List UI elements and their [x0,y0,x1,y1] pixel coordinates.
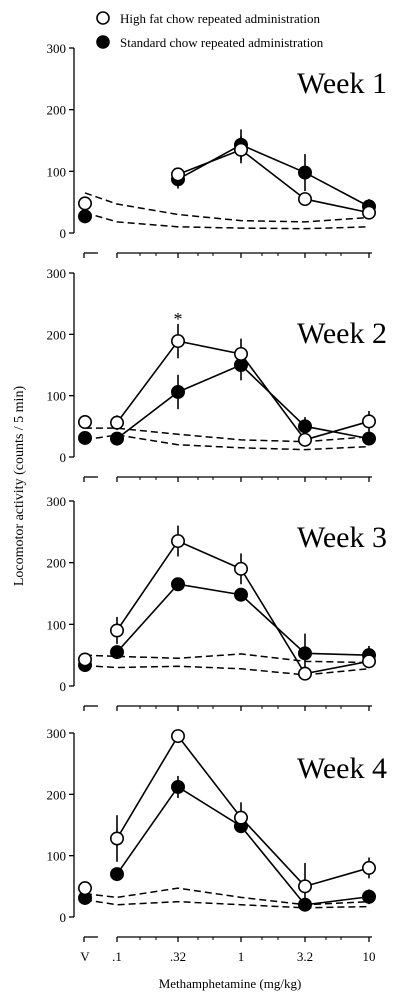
y-tick-label: 0 [60,679,67,694]
y-tick-label: 100 [47,849,67,864]
panel-week-2: 0 100 200 300 * [47,266,376,482]
data-point-high-fat [297,666,312,681]
data-point-high-fat [234,810,249,825]
reference-dashed-line [85,427,370,443]
y-tick-label: 200 [47,787,67,802]
panel-week-1: 0 100 200 300 [47,41,376,258]
data-point-standard [110,867,125,882]
x-tick-label: V [80,949,90,964]
series-line-standard [116,785,370,906]
data-point-standard [234,587,249,602]
x-tick-labels: V .1 .32 1 3.2 10 [80,949,375,964]
y-tick-label: 300 [47,494,67,509]
series-line-standard [177,143,370,208]
y-tick-label: 200 [47,103,67,118]
data-point-high-fat [361,654,376,669]
data-point-high-fat [297,432,312,447]
data-point-high-fat [361,860,376,875]
series-line-standard [116,364,370,440]
data-point-high-fat [78,196,93,211]
data-point-standard [171,779,186,794]
y-tick-label: 300 [47,726,67,741]
data-point-high-fat [78,415,93,430]
x-tick-label: 3.2 [297,949,313,964]
data-point-standard [171,384,186,399]
data-point-standard [297,165,312,180]
data-point-high-fat [234,561,249,576]
data-point-standard [297,419,312,434]
y-tick-label: 200 [47,327,67,342]
data-point-high-fat [110,831,125,846]
x-tick-label: 1 [238,949,245,964]
reference-dashed-line [84,664,370,676]
data-point-high-fat [234,346,249,361]
panel-week-3: 0 100 200 300 [47,494,376,711]
data-point-standard [110,431,125,446]
y-tick-label: 0 [60,226,67,241]
data-point-high-fat [234,142,249,157]
x-tick-label: .32 [170,949,186,964]
legend-label-standard: Standard chow repeated administration [120,35,324,50]
y-axis-label: Locomotor activity (counts / 5 min) [12,386,27,587]
y-tick-label: 200 [47,556,67,571]
reference-dashed-line [84,211,370,230]
x-tick-label: 10 [363,949,376,964]
data-point-high-fat [78,881,93,896]
panel-week-4: 0 100 200 300 [47,726,376,942]
y-tick-label: 100 [47,164,67,179]
legend-label-high-fat: High fat chow repeated administration [120,11,320,26]
data-point-standard [361,431,376,446]
panel-title: Week 2 [297,317,387,350]
data-point-high-fat [110,415,125,430]
data-point-standard [78,209,93,224]
legend-filled-circle-marker [96,35,110,49]
data-point-high-fat [171,334,186,349]
panels: 0 100 200 300 0 100 200 300 * 0 100 200 300 0 100 200 30… [47,41,376,942]
panel-title: Week 1 [297,67,387,100]
significance-star: * [174,309,183,329]
x-axis-label: Methamphetamine (mg/kg) [159,976,302,991]
data-point-standard [297,646,312,661]
data-point-high-fat [361,205,376,220]
y-tick-label: 300 [47,41,67,56]
x-tick-label: .1 [112,949,122,964]
y-tick-label: 0 [60,910,67,925]
data-point-high-fat [171,534,186,549]
data-point-high-fat [171,167,186,182]
data-point-high-fat [110,623,125,638]
y-tick-label: 100 [47,617,67,632]
y-tick-label: 100 [47,389,67,404]
data-point-high-fat [297,879,312,894]
y-tick-label: 0 [60,450,67,465]
data-point-standard [361,889,376,904]
legend: High fat chow repeated administration St… [96,11,324,50]
reference-dashed-line [84,899,370,909]
data-point-high-fat [171,729,186,744]
reference-dashed-line [84,653,370,664]
reference-dashed-line [84,192,370,223]
data-point-standard [110,645,125,660]
panel-title: Week 3 [297,521,387,554]
data-point-high-fat [78,652,93,667]
data-point-standard [78,430,93,445]
data-point-high-fat [297,192,312,207]
panel-title: Week 4 [297,752,387,785]
reference-dashed-line [84,434,370,451]
reference-dashed-line [84,887,370,906]
data-point-high-fat [361,414,376,429]
data-point-standard [297,897,312,912]
y-tick-label: 300 [47,266,67,281]
legend-open-circle-marker [96,11,110,25]
data-point-standard [171,577,186,592]
